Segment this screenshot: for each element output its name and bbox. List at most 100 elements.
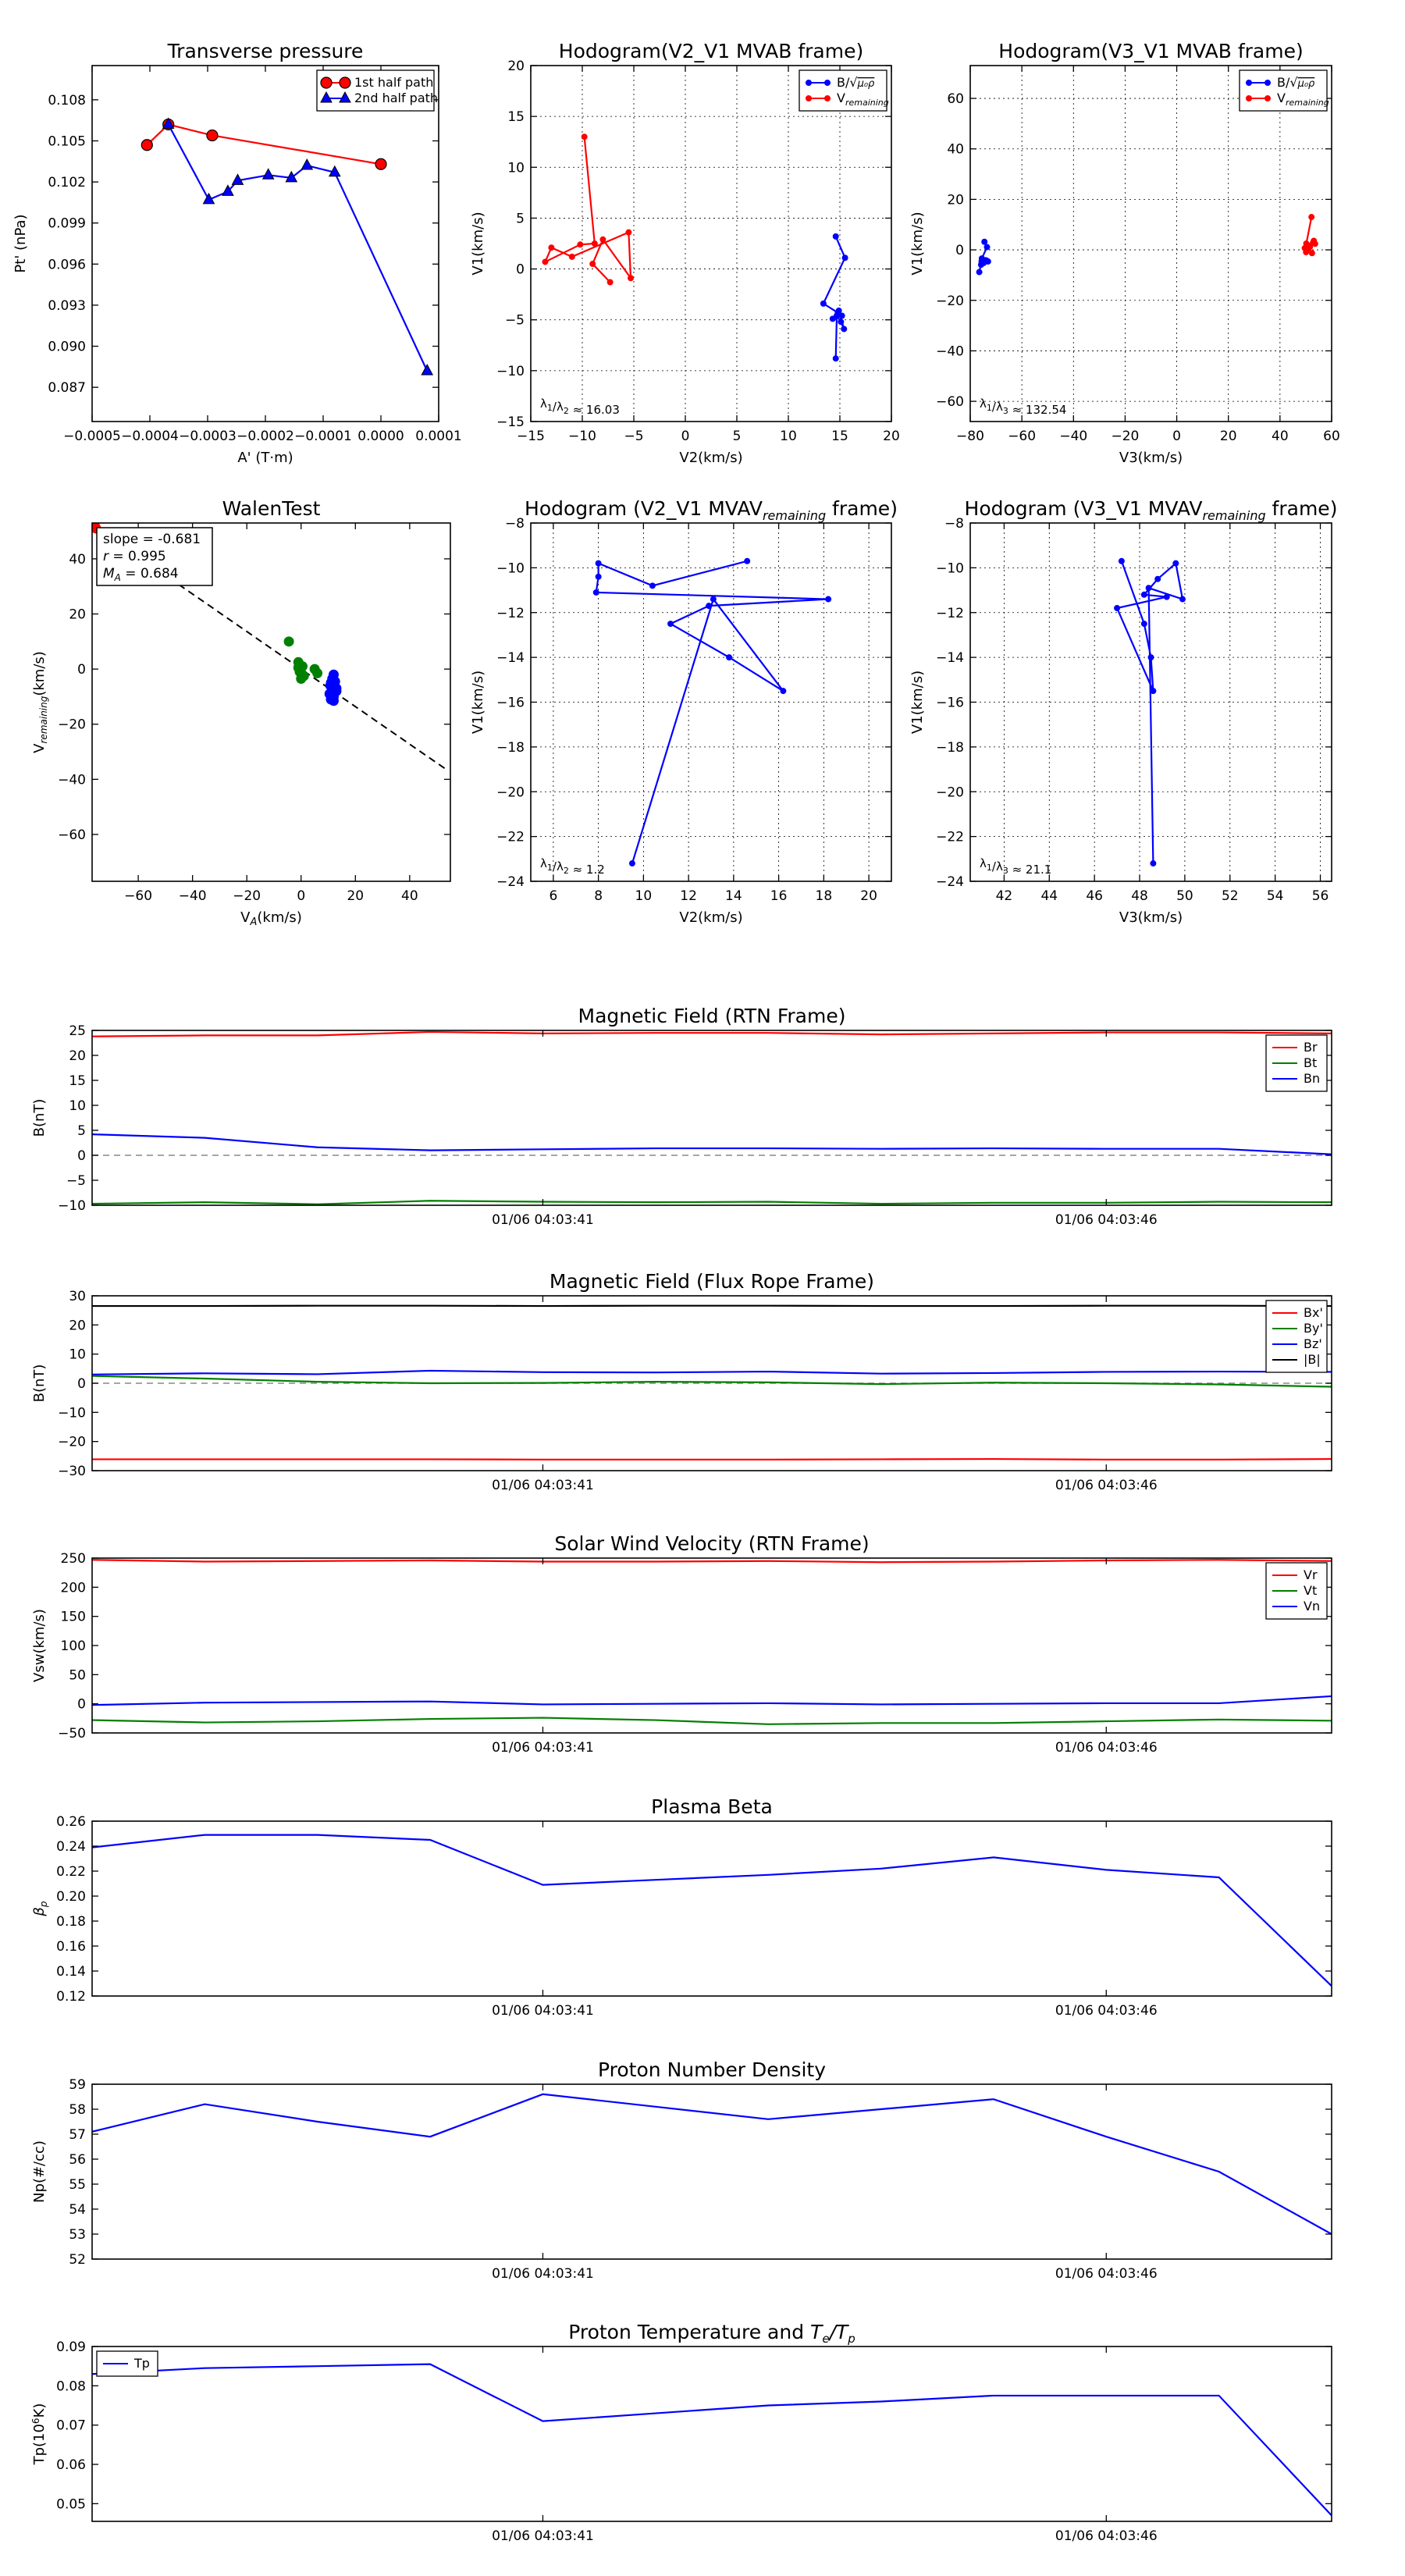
data-point [421,364,434,375]
chart-hodo_v3v1_mvav: Hodogram (V3_V1 MVAVremaining frame) 42 44… [909,497,1337,926]
eigen-part: 1 [547,403,553,413]
x-axis-label: V2(km/s) [679,450,742,466]
chart-title: Solar Wind Velocity (RTN Frame) [554,1532,869,1555]
ytick-label: 0.090 [48,340,86,355]
plot-area [542,133,848,362]
xtick-label: −40 [1059,429,1087,444]
ytick-label: −5 [66,1173,86,1189]
series-line-Bz' [92,1369,1332,1375]
ytick-label: 0 [77,662,86,678]
scatter-point [325,680,336,691]
ytick-label: −24 [936,874,964,890]
ytick-label: 150 [61,1610,86,1625]
ytick-label: 0.09 [56,2339,86,2355]
xtick-label: 8 [594,888,603,904]
ytick-label: 20 [69,1318,86,1333]
title-part: Hodogram (V3_V1 MVAV [965,497,1203,520]
legend-label: 2nd half path [354,91,438,105]
legend: Tp [96,2350,158,2377]
legend-part: μ₀ρ [857,78,875,90]
xtick-label: 15 [831,429,848,444]
ytick-label: 5 [516,211,525,226]
ytick-label: −50 [58,1726,86,1742]
series-line-V_remaining [543,137,632,283]
xtick-label: 01/06 04:03:41 [492,1478,594,1493]
data-point [1308,214,1315,221]
stats-line: slope = -0.681 [103,532,201,547]
data-point [820,300,827,307]
chart-beta: Plasma Beta 01/06 04:03:41 01/06 04:03:46 0… [31,1795,1332,2019]
ytick-label: 0.18 [56,1914,86,1930]
label-part: (km/s) [257,909,301,926]
xtick-label: 46 [1086,888,1103,904]
ytick-label: 40 [947,142,964,158]
data-point [832,233,839,240]
xtick-label: 20 [860,888,877,904]
legend-box [316,69,435,112]
ytick-label: 0.24 [56,1839,86,1855]
chart-title: Magnetic Field (Flux Rope Frame) [550,1270,874,1293]
eigen-part: 1 [987,863,992,873]
data-point [222,184,234,196]
ytick-label: 0.099 [48,216,86,232]
xtick-label: 60 [1323,429,1340,444]
eigen-ratio-label: λ1/λ2 ≈ 1.2 [540,856,605,877]
eigen-part: ≈ 1.2 [569,863,605,877]
chart-vsw: Solar Wind Velocity (RTN Frame) 01/06 04:… [31,1532,1332,1756]
data-point [1310,239,1317,246]
eigen-part: /λ [553,859,564,873]
axes-frame [91,522,451,882]
xtick-label: 0 [681,429,690,444]
ytick-label: 0.22 [56,1864,86,1880]
title-part: frame) [826,497,898,520]
xtick-label: −0.0001 [294,429,352,444]
xtick-label: −20 [233,888,261,904]
y-axis-label: βp [31,1901,49,1917]
label-part: Tp(10 [31,2424,48,2465]
ytick-label: −14 [936,650,964,666]
xtick-label: 01/06 04:03:46 [1055,1212,1158,1228]
legend-label: Bz' [1304,1336,1322,1351]
xtick-label: 0.0001 [415,429,461,444]
data-point [1305,245,1312,252]
label-sup: 6 [30,2418,41,2424]
ytick-label: 200 [61,1580,86,1596]
label-sub: p [38,1901,49,1908]
xtick-label: −15 [517,429,545,444]
legend-label: Vt [1304,1583,1317,1598]
y-axis-label: Np(#/cc) [31,2140,48,2203]
stats-line: r = 0.995 [103,549,166,564]
ytick-label: 0 [516,262,525,278]
data-point [548,244,555,251]
data-point [1172,560,1179,567]
data-point [625,229,632,236]
scatter-point [312,667,323,678]
title-part: /T [828,2321,849,2343]
legend-label: Vremaining [837,91,889,108]
ytick-label: −20 [58,1435,86,1450]
data-point [328,165,341,177]
eigen-ratio-label: λ1/λ2 ≈ 16.03 [540,397,620,417]
eigen-part: 3 [1003,866,1008,876]
data-point [834,312,841,319]
ytick-label: 0.16 [56,1939,86,1955]
axes-frame [91,1557,1332,1734]
chart-title: WalenTest [222,497,321,520]
series-line-1st half path [146,123,382,165]
stat-sub: A [114,572,121,583]
series-line-Np [92,2093,1332,2235]
ytick-label: 20 [947,192,964,208]
ytick-label: 0.14 [56,1964,86,1980]
eigen-part: 2 [564,406,569,416]
legend-label: Tp [133,2356,150,2371]
chart-title: Hodogram(V3_V1 MVAB frame) [998,40,1303,62]
axes-frame [969,65,1332,422]
data-point [202,192,215,205]
ytick-label: 0.096 [48,257,86,272]
ytick-label: 50 [69,1667,86,1683]
data-point [375,158,387,170]
legend-label: Bx' [1304,1305,1323,1320]
